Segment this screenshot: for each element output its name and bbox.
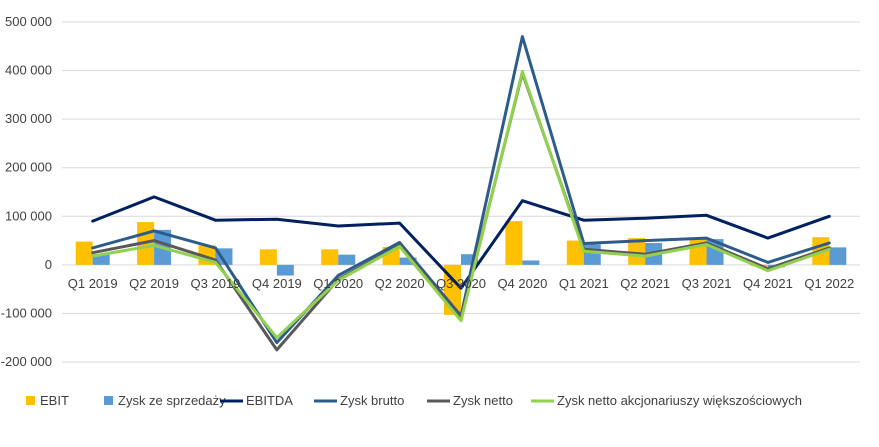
bar-ebit <box>321 249 339 265</box>
bar-ebit <box>259 249 277 265</box>
x-tick-label: Q3 2019 <box>191 276 241 291</box>
bar-ebit <box>75 241 93 265</box>
y-tick-label: -100 000 <box>1 305 52 320</box>
x-tick-label: Q4 2020 <box>497 276 547 291</box>
bar-zysk-ze-sprzedazy <box>276 264 294 276</box>
line-ebitda <box>91 195 831 290</box>
x-tick-label: Q1 2019 <box>68 276 118 291</box>
legend-ebitda-label: EBITDA <box>246 393 293 408</box>
x-tick-label: Q3 2020 <box>436 276 486 291</box>
x-tick-label: Q2 2019 <box>129 276 179 291</box>
x-tick-label: Q4 2019 <box>252 276 302 291</box>
legend-ebit-label: EBIT <box>40 393 69 408</box>
x-tick-label: Q4 2021 <box>743 276 793 291</box>
legend: EBIT Zysk ze sprzedaży EBITDA Zysk brutto Zy… <box>26 393 802 408</box>
bar-zysk-ze-sprzedazy <box>338 254 356 265</box>
legend-zysk-ze-sprzedazy-label: Zysk ze sprzedaży <box>118 393 226 408</box>
x-tick-label: Q1 2021 <box>559 276 609 291</box>
y-tick-label: 0 <box>45 257 52 272</box>
legend-ebit-swatch <box>26 396 35 405</box>
bar-ebit <box>505 221 523 265</box>
y-tick-label: 200 000 <box>5 160 52 175</box>
x-tick-label: Q3 2021 <box>682 276 732 291</box>
bar-zysk-ze-sprzedazy <box>829 247 847 265</box>
bar-ebit <box>628 238 646 265</box>
y-tick-label: 500 000 <box>5 14 52 29</box>
x-tick-label: Q2 2020 <box>375 276 425 291</box>
y-tick-label: 400 000 <box>5 63 52 78</box>
y-axis-ticks: -200 000 -100 000 0 100 000 200 000 300 000 40… <box>1 14 52 369</box>
legend-zysk-brutto-label: Zysk brutto <box>340 393 404 408</box>
x-tick-label: Q1 2022 <box>804 276 854 291</box>
x-tick-label: Q2 2021 <box>620 276 670 291</box>
bars <box>75 221 847 315</box>
legend-zysk-netto-label: Zysk netto <box>453 393 513 408</box>
y-tick-label: 300 000 <box>5 111 52 126</box>
lines <box>91 35 831 352</box>
bar-zysk-ze-sprzedazy <box>92 254 110 265</box>
bar-zysk-ze-sprzedazy <box>522 260 540 265</box>
bar-zysk-ze-sprzedazy <box>583 244 601 265</box>
line-zysk-netto-akcjonariuszy <box>91 70 831 340</box>
bar-zysk-ze-sprzedazy <box>399 257 417 265</box>
y-tick-label: 100 000 <box>5 208 52 223</box>
legend-zysk-netto-akcjonariuszy-label: Zysk netto akcjonariuszy większościowych <box>557 393 802 408</box>
bar-zysk-ze-sprzedazy <box>461 254 478 265</box>
legend-zysk-ze-sprzedazy-swatch <box>104 396 113 405</box>
y-tick-label: -200 000 <box>1 354 52 369</box>
bar-ebit <box>566 240 584 265</box>
x-axis-ticks: Q1 2019 Q2 2019 Q3 2019 Q4 2019 Q1 2020 Q2 20… <box>68 276 854 291</box>
x-tick-label: Q1 2020 <box>313 276 363 291</box>
